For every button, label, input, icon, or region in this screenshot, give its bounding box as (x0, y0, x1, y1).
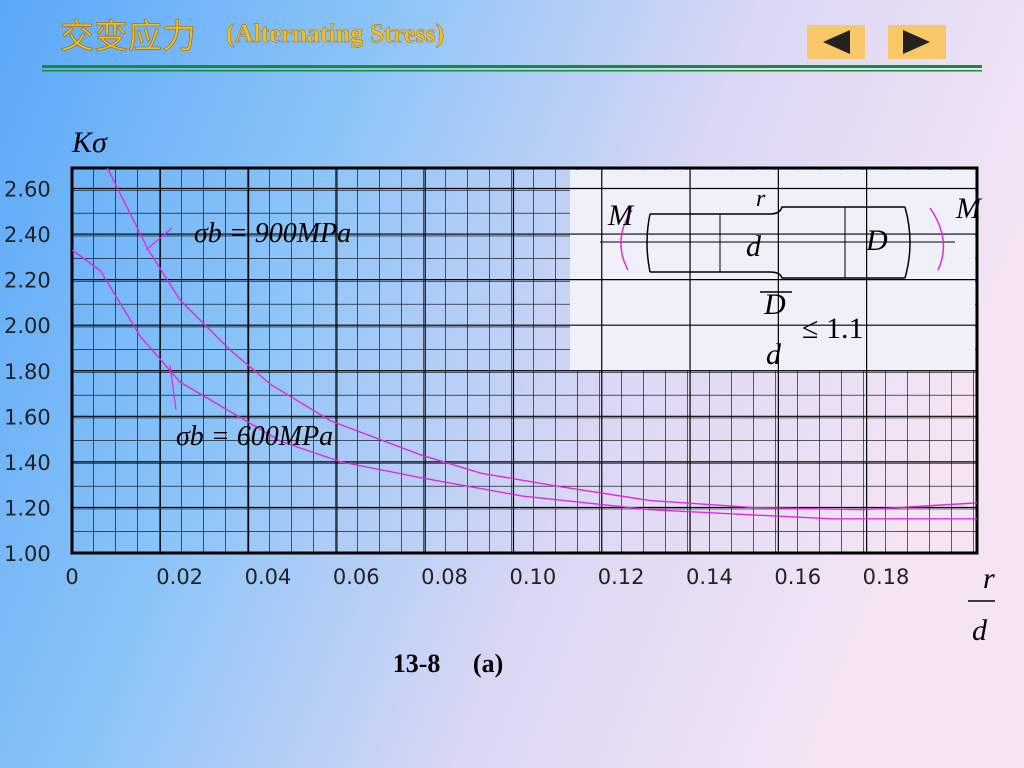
x-tick-label: 0.16 (774, 565, 821, 589)
y-tick-label: 1.00 (4, 542, 51, 566)
header-rule (42, 65, 982, 68)
x-tick-label: 0.10 (509, 565, 556, 589)
header-rule (42, 70, 982, 72)
prev-button[interactable] (807, 25, 865, 59)
y-tick-label: 1.60 (4, 405, 51, 429)
x-axis-label-den: d (972, 614, 988, 647)
y-tick-label: 2.60 (4, 178, 51, 202)
leader-line (145, 227, 173, 251)
y-tick-label: 2.40 (4, 223, 51, 247)
diameter-label: D (865, 224, 888, 257)
x-tick-label: 0.18 (863, 565, 910, 589)
x-tick-label: 0.02 (156, 565, 203, 589)
diameter-label: d (746, 230, 762, 263)
x-tick-label: 0.12 (598, 565, 645, 589)
series-label: σb = 600MPa (176, 421, 333, 452)
y-axis-label: Kσ (71, 126, 108, 159)
inset-diagram (600, 206, 955, 293)
moment-label: M (607, 199, 635, 232)
shaft-outline (650, 206, 905, 279)
x-tick-label: 0.08 (421, 565, 468, 589)
title-cn: 交变应力 (60, 17, 196, 57)
y-tick-label: 2.20 (4, 269, 51, 293)
x-axis-label-num: r (983, 562, 995, 595)
y-tick-label: 1.80 (4, 360, 51, 384)
series-label: σb = 900MPa (194, 218, 351, 249)
plot-frame (70, 166, 979, 555)
ratio-denominator: d (766, 338, 782, 371)
radius-label: r (756, 186, 766, 212)
y-tick-label: 1.20 (4, 496, 51, 520)
dimension-line (719, 207, 846, 278)
leader-line (169, 364, 177, 411)
y-tick-label: 1.40 (4, 451, 51, 475)
x-tick-label: 0 (65, 565, 78, 589)
line (106, 167, 978, 511)
x-tick-label: 0.14 (686, 565, 733, 589)
moment-arrow (620, 207, 945, 271)
ratio-numerator: D (763, 288, 786, 321)
arrow-right[interactable] (903, 30, 930, 54)
shaft-break (646, 206, 911, 279)
next-button[interactable] (888, 25, 946, 59)
arrow-left[interactable] (823, 30, 850, 54)
x-tick-label: 0.04 (245, 565, 292, 589)
x-tick-label: 0.06 (333, 565, 380, 589)
title-en: (Alternating Stress) (226, 19, 444, 48)
caption: 13-8 (a) (393, 649, 503, 678)
ratio-relation: ≤ 1.1 (802, 312, 863, 345)
moment-label: M (955, 192, 983, 225)
line (71, 249, 977, 520)
y-tick-label: 2.00 (4, 314, 51, 338)
